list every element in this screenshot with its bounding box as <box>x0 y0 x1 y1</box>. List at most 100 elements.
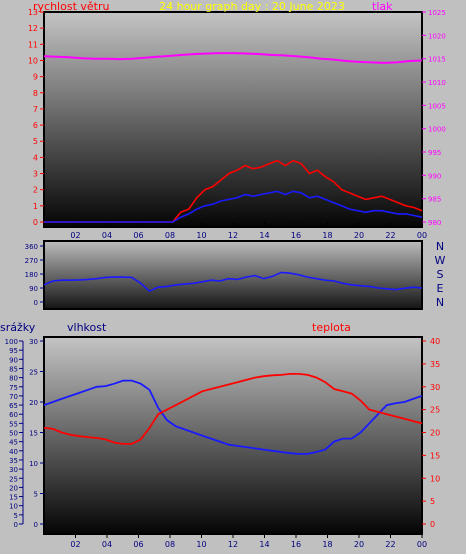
precip-tick-label: 30 <box>9 466 18 474</box>
precip-tick-label: 10 <box>9 503 18 511</box>
x-tick-label: 00 <box>417 540 427 549</box>
humidity-tick-label: 0 <box>34 521 38 529</box>
y-tick-label: 13 <box>28 8 38 17</box>
precip-tick-label: 80 <box>9 375 18 383</box>
y-tick-label: 12 <box>28 24 38 33</box>
y-tick-label: 1 <box>33 202 38 211</box>
y2-tick-label: 1005 <box>428 102 446 110</box>
y-tick-label: 3 <box>33 170 38 179</box>
label-wind-speed: rychlost větru <box>33 0 109 13</box>
dir-tick-label: 360 <box>25 243 38 251</box>
compass-label: S <box>437 268 444 281</box>
label-temp: teplota <box>312 321 351 334</box>
precip-tick-label: 65 <box>9 402 18 410</box>
y2-tick-label: 995 <box>428 149 441 157</box>
precip-tick-label: 15 <box>9 494 18 502</box>
x-tick-label: 12 <box>228 540 238 549</box>
precip-tick-label: 70 <box>9 393 18 401</box>
precip-tick-label: 85 <box>9 365 18 373</box>
x-tick-label: 20 <box>354 231 364 240</box>
y2-tick-label: 1000 <box>428 126 446 134</box>
y-tick-label: 4 <box>33 153 38 162</box>
compass-label: N <box>436 240 444 253</box>
precip-tick-label: 50 <box>9 430 18 438</box>
x-tick-label: 12 <box>228 231 238 240</box>
humidity-tick-label: 15 <box>29 430 38 438</box>
temp-tick-label: 5 <box>430 497 435 506</box>
series-line-1 <box>44 190 423 223</box>
temp-tick-label: 0 <box>430 520 435 529</box>
compass-label: E <box>437 282 444 295</box>
y2-tick-label: 1020 <box>428 32 446 40</box>
y-tick-label: 2 <box>33 186 38 195</box>
y2-tick-label: 1025 <box>428 9 446 17</box>
dir-tick-label: 180 <box>25 271 38 279</box>
humidity-tick-label: 25 <box>29 369 38 377</box>
x-tick-label: 02 <box>70 540 80 549</box>
direction-line-0 <box>43 271 423 293</box>
precip-tick-label: 45 <box>9 439 18 447</box>
precip-tick-label: 20 <box>9 484 18 492</box>
dir-tick-label: 0 <box>34 299 38 307</box>
label-precip: srážky <box>0 321 36 334</box>
x-tick-label: 14 <box>259 231 269 240</box>
x-tick-label: 18 <box>322 231 332 240</box>
temp-tick-label: 40 <box>430 337 440 346</box>
temp-tick-label: 35 <box>430 360 440 369</box>
x-tick-label: 22 <box>385 231 395 240</box>
x-tick-label: 04 <box>102 540 112 549</box>
dir-tick-label: 90 <box>29 285 38 293</box>
compass-label: W <box>435 254 446 267</box>
dir-tick-label: 270 <box>25 257 38 265</box>
y-tick-label: 5 <box>33 137 38 146</box>
y2-tick-label: 990 <box>428 172 441 180</box>
temp-tick-label: 15 <box>430 451 440 460</box>
precip-tick-label: 35 <box>9 457 18 465</box>
x-tick-label: 08 <box>165 540 175 549</box>
panel-temp-humidity <box>43 336 423 535</box>
x-tick-label: 18 <box>322 540 332 549</box>
temp-tick-label: 30 <box>430 383 440 392</box>
y2-tick-label: 985 <box>428 196 441 204</box>
temp-tick-label: 20 <box>430 429 440 438</box>
label-pressure: tlak <box>372 0 393 13</box>
panel-wind-direction <box>43 240 423 310</box>
x-tick-label: 14 <box>259 540 269 549</box>
precip-tick-label: 75 <box>9 384 18 392</box>
y-tick-label: 10 <box>28 56 38 65</box>
x-tick-label: 16 <box>291 231 301 240</box>
x-tick-label: 06 <box>133 231 143 240</box>
y2-tick-label: 1015 <box>428 56 446 64</box>
chart-title: 24 hour graph day : 20 June 2023 <box>159 0 345 13</box>
x-tick-label: 08 <box>165 231 175 240</box>
series-line-0 <box>43 379 423 455</box>
compass-label: N <box>436 296 444 309</box>
label-humidity: vlhkost <box>67 321 107 334</box>
series-line-2 <box>43 52 423 64</box>
x-tick-label: 02 <box>70 231 80 240</box>
precip-tick-label: 60 <box>9 411 18 419</box>
temp-tick-label: 10 <box>430 474 440 483</box>
x-tick-label: 22 <box>385 540 395 549</box>
humidity-tick-label: 5 <box>34 491 38 499</box>
y2-tick-label: 980 <box>428 219 441 227</box>
x-tick-label: 04 <box>102 231 112 240</box>
precip-tick-label: 100 <box>5 338 18 346</box>
precip-tick-label: 0 <box>14 521 18 529</box>
y2-tick-label: 1010 <box>428 79 446 87</box>
x-tick-label: 06 <box>133 540 143 549</box>
series-line-1 <box>43 372 423 445</box>
precip-tick-label: 40 <box>9 448 18 456</box>
y-tick-label: 9 <box>33 73 38 82</box>
y-tick-label: 11 <box>28 40 38 49</box>
humidity-tick-label: 30 <box>29 338 38 346</box>
x-tick-label: 16 <box>291 540 301 549</box>
y-tick-label: 0 <box>33 218 38 227</box>
precip-tick-label: 95 <box>9 347 18 355</box>
precip-tick-label: 25 <box>9 475 18 483</box>
y-tick-label: 6 <box>33 121 38 130</box>
precip-tick-label: 90 <box>9 356 18 364</box>
x-tick-label: 20 <box>354 540 364 549</box>
